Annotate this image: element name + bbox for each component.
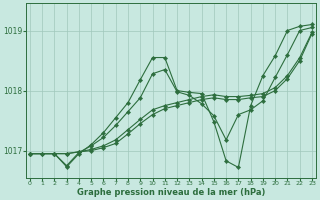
X-axis label: Graphe pression niveau de la mer (hPa): Graphe pression niveau de la mer (hPa): [77, 188, 265, 197]
